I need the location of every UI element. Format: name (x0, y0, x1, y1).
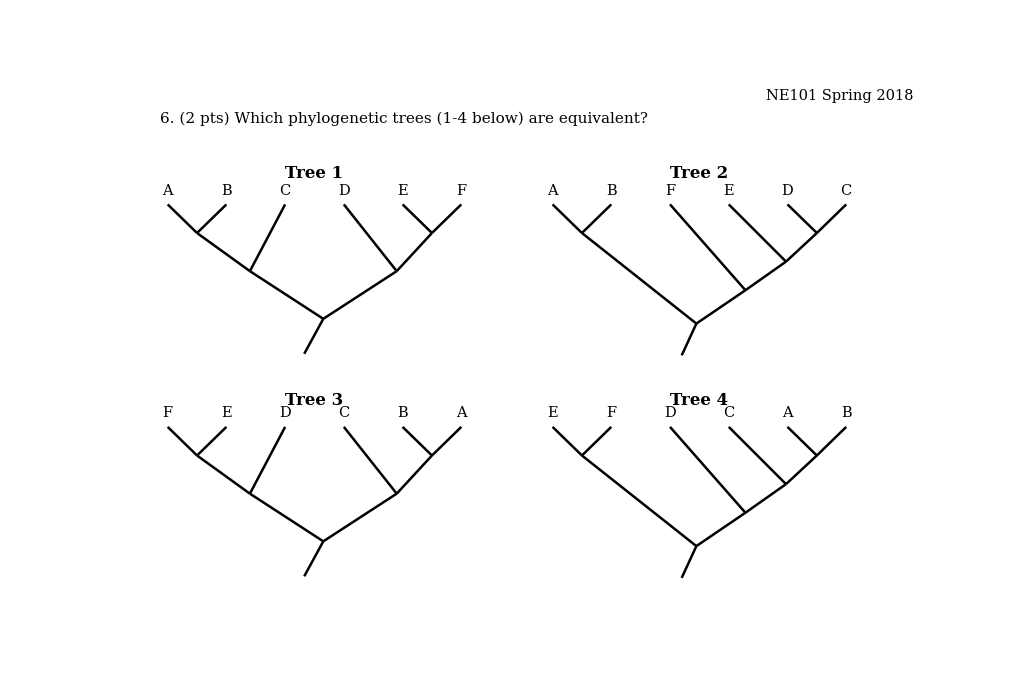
Text: A: A (782, 406, 793, 420)
Text: Tree 1: Tree 1 (286, 164, 344, 182)
Text: F: F (606, 406, 616, 420)
Text: E: E (397, 184, 408, 197)
Text: Tree 2: Tree 2 (671, 164, 728, 182)
Text: B: B (221, 184, 231, 197)
Text: F: F (457, 184, 466, 197)
Text: F: F (163, 406, 173, 420)
Text: C: C (723, 406, 734, 420)
Text: C: C (338, 406, 349, 420)
Text: D: D (338, 184, 350, 197)
Text: Tree 3: Tree 3 (286, 392, 344, 409)
Text: F: F (665, 184, 675, 197)
Text: A: A (163, 184, 173, 197)
Text: E: E (547, 406, 558, 420)
Text: Tree 4: Tree 4 (671, 392, 728, 409)
Text: C: C (841, 184, 852, 197)
Text: A: A (547, 184, 558, 197)
Text: 6. (2 pts) Which phylogenetic trees (1-4 below) are equivalent?: 6. (2 pts) Which phylogenetic trees (1-4… (160, 111, 648, 126)
Text: D: D (280, 406, 291, 420)
Text: D: D (665, 406, 676, 420)
Text: B: B (606, 184, 616, 197)
Text: E: E (723, 184, 734, 197)
Text: C: C (280, 184, 291, 197)
Text: NE101 Spring 2018: NE101 Spring 2018 (766, 89, 913, 103)
Text: D: D (781, 184, 794, 197)
Text: B: B (841, 406, 852, 420)
Text: E: E (221, 406, 231, 420)
Text: A: A (456, 406, 467, 420)
Text: B: B (397, 406, 408, 420)
